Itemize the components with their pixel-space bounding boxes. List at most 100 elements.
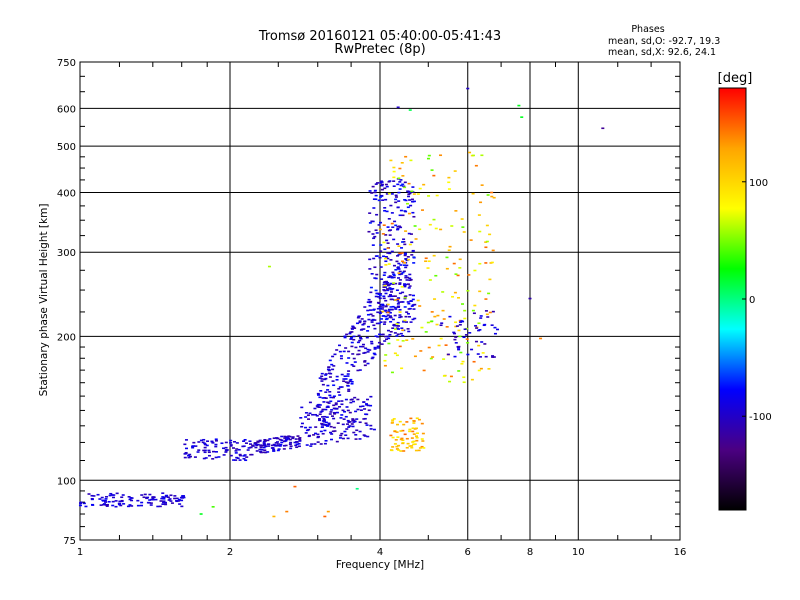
data-point <box>403 254 407 257</box>
data-point <box>457 347 461 349</box>
data-point <box>382 224 386 227</box>
data-point <box>170 502 174 504</box>
data-point <box>392 264 396 267</box>
data-point <box>485 224 489 227</box>
data-point <box>229 445 233 447</box>
data-point <box>317 406 321 408</box>
data-point <box>169 494 173 497</box>
data-point <box>347 357 351 359</box>
data-point <box>278 438 282 441</box>
data-point <box>398 214 402 217</box>
data-point <box>434 274 438 277</box>
data-point <box>455 325 459 327</box>
data-point <box>321 383 325 386</box>
data-point <box>481 352 485 354</box>
data-point <box>267 445 271 447</box>
data-point <box>180 499 184 502</box>
data-point <box>411 186 415 188</box>
data-point <box>393 314 397 317</box>
data-point <box>214 440 218 442</box>
data-point <box>396 303 400 305</box>
data-point <box>285 438 289 441</box>
data-point <box>462 336 466 339</box>
data-point <box>304 412 308 414</box>
data-point <box>407 287 411 289</box>
data-point <box>434 227 438 230</box>
data-point <box>395 260 399 263</box>
data-point <box>248 440 252 443</box>
data-point <box>183 456 187 459</box>
data-point <box>457 348 461 351</box>
data-point <box>161 492 165 494</box>
data-point <box>446 353 450 356</box>
data-point <box>415 435 419 437</box>
data-point <box>314 413 318 416</box>
data-point <box>254 446 258 449</box>
data-point <box>369 404 373 407</box>
data-point <box>389 259 393 261</box>
data-point <box>404 155 408 158</box>
data-point <box>488 278 492 281</box>
data-point <box>361 343 365 346</box>
data-point <box>370 357 374 360</box>
data-point <box>485 313 489 316</box>
data-point <box>346 437 350 440</box>
data-point <box>211 442 215 444</box>
data-point <box>388 234 392 236</box>
data-point <box>439 228 443 231</box>
data-point <box>366 309 370 312</box>
data-point <box>327 422 331 425</box>
data-point <box>276 449 280 452</box>
data-point <box>331 430 335 433</box>
data-point <box>388 275 392 277</box>
data-point <box>400 301 404 303</box>
data-point <box>442 318 446 320</box>
data-point <box>352 431 356 434</box>
data-point <box>384 234 388 236</box>
data-point <box>320 380 324 382</box>
data-point <box>387 276 391 279</box>
data-point <box>491 356 495 358</box>
data-point <box>403 198 407 201</box>
data-point <box>246 449 250 451</box>
data-point <box>389 330 393 333</box>
data-point <box>385 239 389 242</box>
data-point <box>298 440 302 442</box>
data-point <box>347 370 351 372</box>
y-axis-label: Stationary phase Virtual Height [km] <box>38 204 50 397</box>
data-point <box>319 430 323 433</box>
data-point <box>479 315 483 317</box>
data-point <box>289 447 293 450</box>
data-point <box>276 444 280 447</box>
data-point <box>346 423 350 425</box>
data-point <box>304 432 308 434</box>
data-point <box>411 318 415 321</box>
data-point <box>358 421 362 424</box>
data-point <box>396 206 400 209</box>
data-point <box>168 498 172 500</box>
data-point <box>362 322 366 325</box>
data-point <box>352 400 356 403</box>
data-point <box>377 322 381 325</box>
data-point <box>397 272 401 274</box>
data-point <box>177 500 181 502</box>
data-point <box>229 444 233 446</box>
data-point <box>403 253 407 256</box>
data-point <box>351 425 355 428</box>
data-point <box>389 298 393 301</box>
data-point <box>379 266 383 268</box>
data-point <box>296 435 300 437</box>
data-point <box>387 342 391 345</box>
data-point <box>197 441 201 443</box>
data-point <box>328 394 332 397</box>
data-point <box>466 289 470 292</box>
data-point <box>161 496 165 498</box>
data-point <box>344 415 348 418</box>
data-point <box>413 303 417 306</box>
y-tick-label: 100 <box>57 476 76 487</box>
data-point <box>399 316 403 318</box>
data-point <box>376 182 380 184</box>
data-point <box>462 376 466 379</box>
data-point <box>453 338 457 341</box>
data-point <box>104 501 108 503</box>
